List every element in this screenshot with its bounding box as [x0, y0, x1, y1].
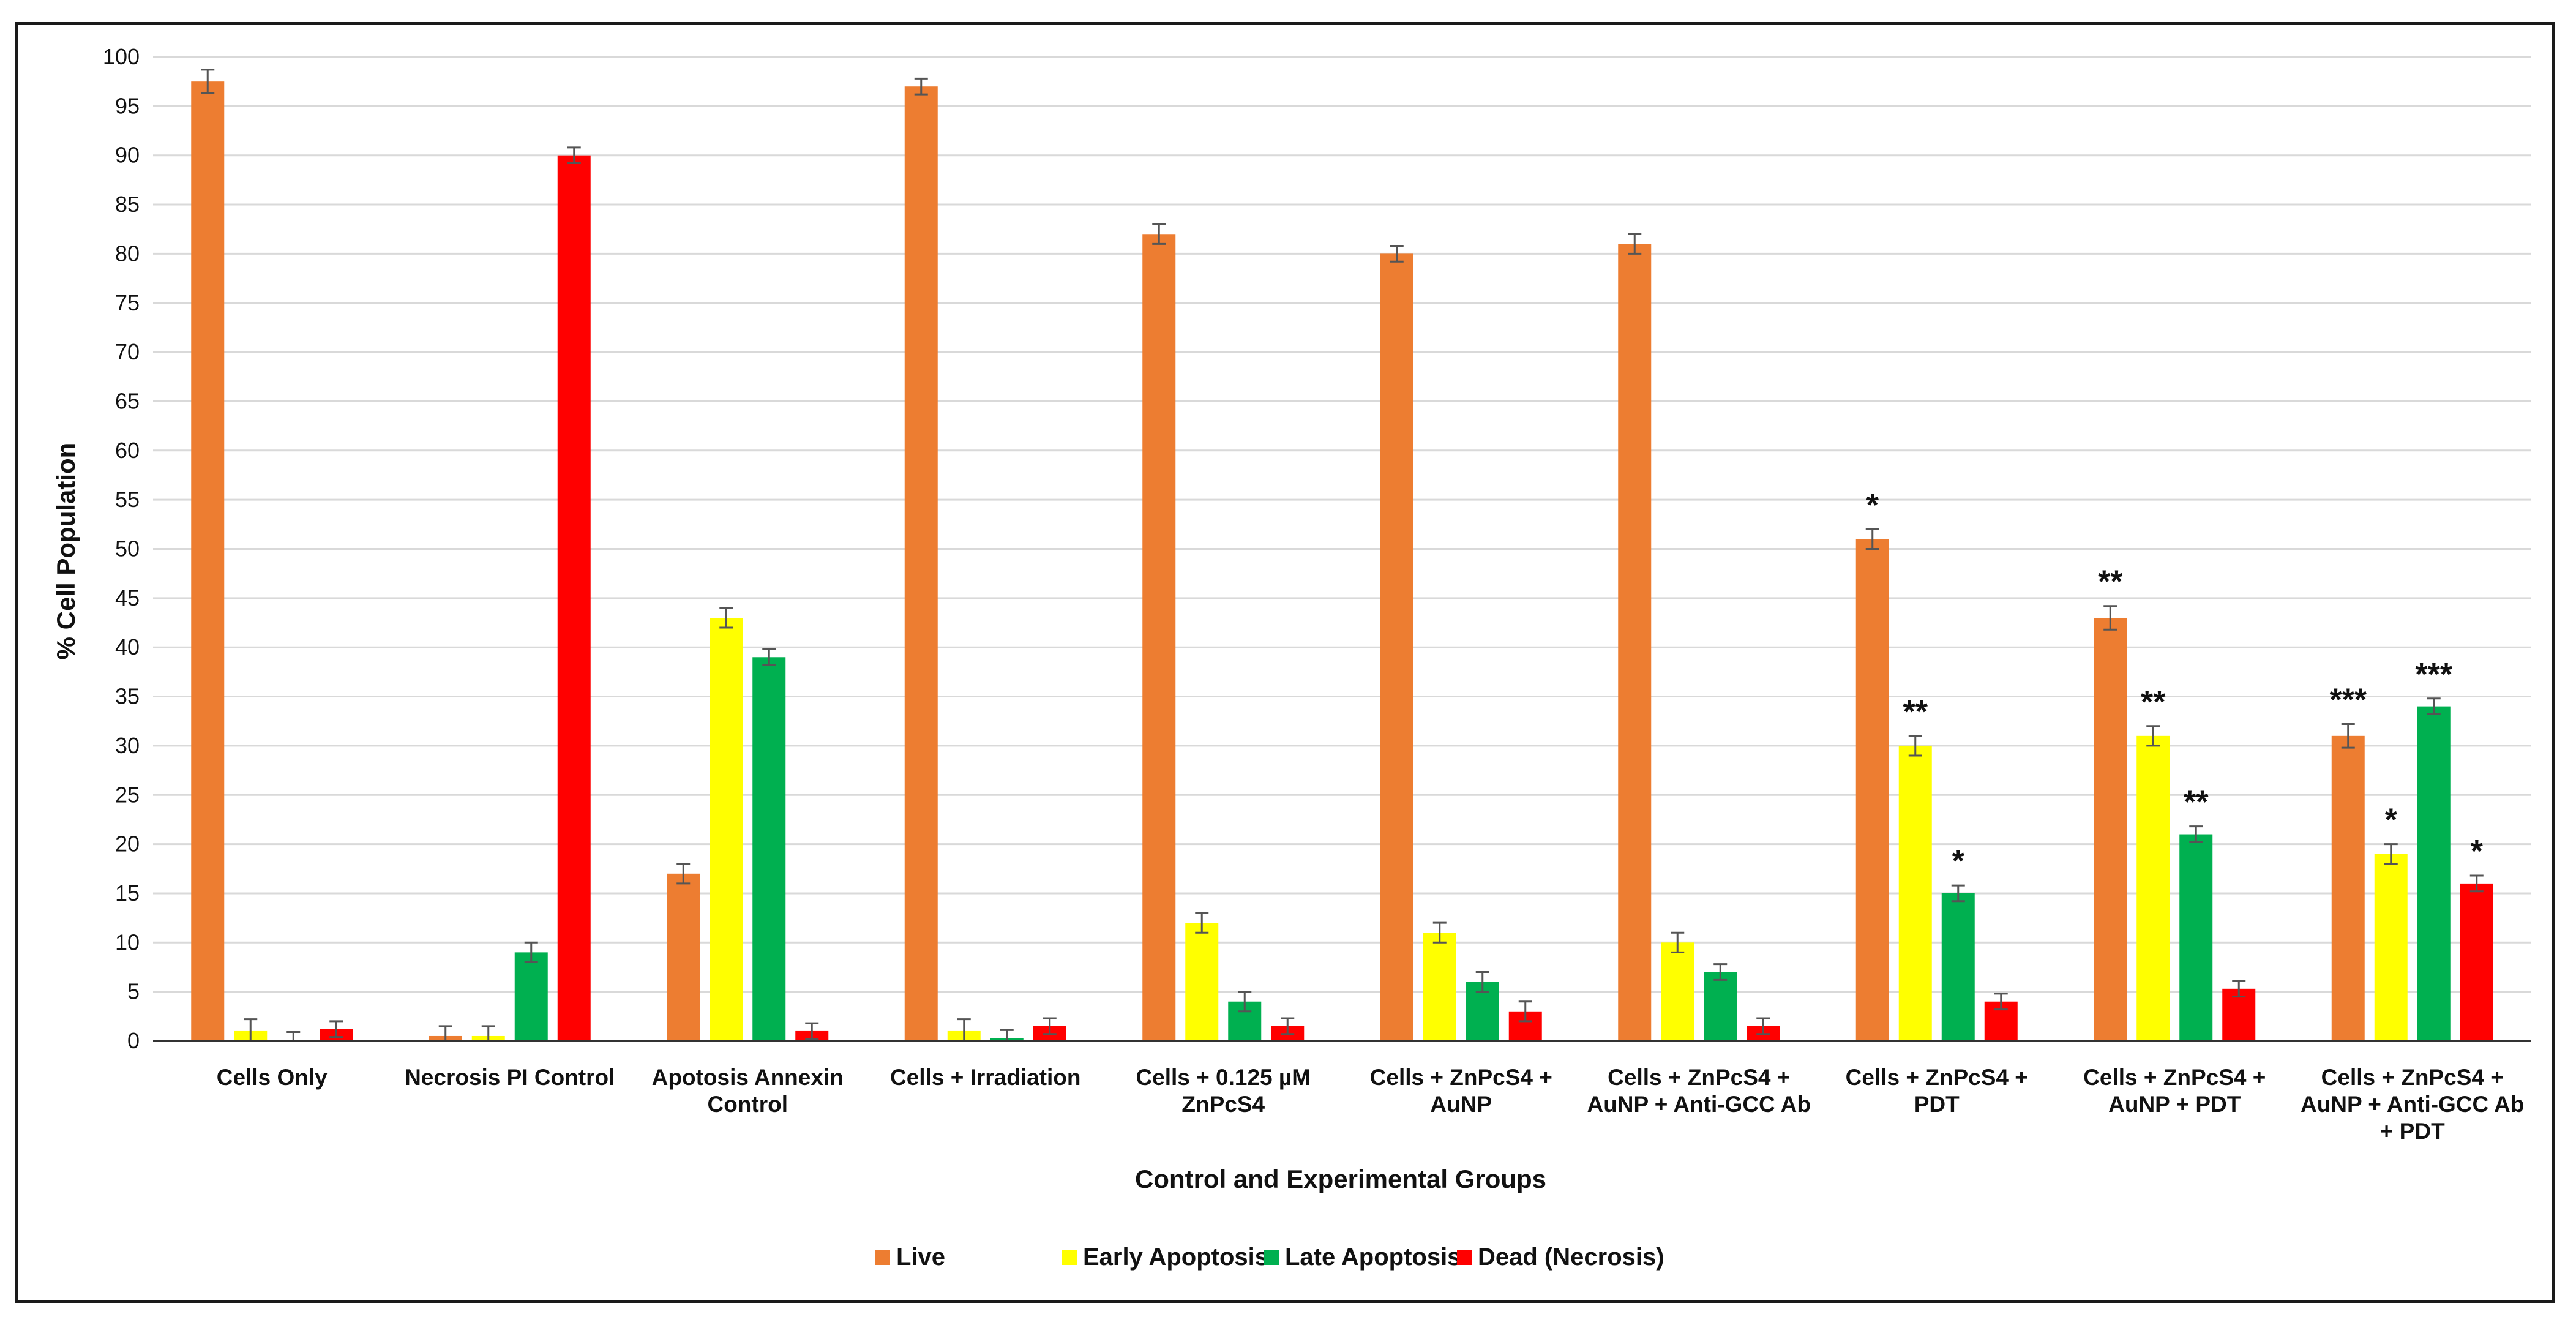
category-label: Cells + ZnPcS4 + — [2083, 1065, 2266, 1090]
y-axis-title: % Cell Population — [51, 443, 80, 660]
significance-marker: ** — [2098, 565, 2123, 600]
category-label: Cells + ZnPcS4 + — [2321, 1065, 2504, 1090]
y-tick-label: 100 — [103, 44, 140, 69]
y-tick-label: 95 — [115, 93, 140, 118]
bar — [1855, 539, 1889, 1041]
category-label: Control — [707, 1092, 788, 1117]
y-axis-ticks: 0 5 10 15 20 25 30 35 40 45 50 55 60 65 70 75 80 85 90 95 10… — [103, 44, 140, 1053]
bar — [2331, 735, 2365, 1041]
bar — [1380, 253, 1413, 1041]
legend-swatch — [1457, 1250, 1472, 1265]
bar — [752, 657, 786, 1041]
y-tick-label: 75 — [115, 290, 140, 315]
y-tick-label: 90 — [115, 143, 140, 168]
significance-marker: * — [2471, 834, 2484, 869]
x-axis-title: Control and Experimental Groups — [1135, 1165, 1546, 1193]
legend-swatch — [1264, 1250, 1279, 1265]
bar — [1941, 893, 1975, 1041]
bar — [710, 617, 743, 1041]
y-tick-label: 15 — [115, 880, 140, 906]
y-tick-label: 85 — [115, 192, 140, 217]
significance-marker: * — [2385, 803, 2398, 838]
y-tick-label: 25 — [115, 782, 140, 807]
bar — [667, 873, 700, 1041]
y-tick-label: 60 — [115, 438, 140, 463]
category-label: Apotosis Annexin — [652, 1065, 844, 1090]
y-tick-label: 50 — [115, 536, 140, 561]
significance-marker: ** — [2184, 785, 2209, 820]
legend-label: Early Apoptosis — [1083, 1244, 1268, 1271]
bar — [1423, 933, 1456, 1041]
significance-marker: ** — [2141, 685, 2166, 720]
y-tick-label: 70 — [115, 339, 140, 364]
bars: ******** ********** — [191, 69, 2493, 1042]
category-label: Cells + Irradiation — [890, 1065, 1081, 1090]
y-tick-label: 30 — [115, 733, 140, 758]
y-tick-label: 45 — [115, 585, 140, 610]
bar — [1618, 244, 1652, 1042]
y-tick-label: 35 — [115, 684, 140, 709]
significance-marker: * — [1952, 844, 1965, 879]
y-tick-label: 80 — [115, 241, 140, 266]
bar — [191, 81, 225, 1041]
legend-label: Live — [896, 1244, 945, 1271]
category-label: Cells + ZnPcS4 + — [1370, 1065, 1552, 1090]
category-label: AuNP + Anti-GCC Ab — [2301, 1092, 2525, 1117]
category-label: AuNP + PDT — [2108, 1092, 2241, 1117]
bar — [1704, 972, 1737, 1041]
category-label: Cells + 0.125 µM — [1136, 1065, 1311, 1090]
category-label: + PDT — [2380, 1119, 2445, 1144]
bar — [557, 155, 591, 1042]
bar — [1185, 923, 1219, 1041]
y-tick-label: 65 — [115, 388, 140, 413]
category-label: AuNP + Anti-GCC Ab — [1587, 1092, 1811, 1117]
category-label: Cells + ZnPcS4 + — [1846, 1065, 2028, 1090]
x-axis-categories: Cells Only Necrosis PI Control Apotosis An… — [217, 1065, 2525, 1144]
category-label: ZnPcS4 — [1181, 1092, 1265, 1117]
significance-marker: ** — [1903, 694, 1928, 730]
significance-marker: *** — [2415, 657, 2452, 693]
category-label: Necrosis PI Control — [405, 1065, 615, 1090]
legend-label: Late Apoptosis — [1285, 1244, 1461, 1271]
category-label: Cells Only — [217, 1065, 328, 1090]
legend-label: Dead (Necrosis) — [1478, 1244, 1664, 1271]
y-tick-label: 20 — [115, 831, 140, 857]
category-label: PDT — [1914, 1092, 1960, 1117]
bar — [1898, 745, 1932, 1041]
bar — [2136, 735, 2170, 1041]
y-tick-label: 5 — [127, 979, 140, 1004]
y-tick-label: 55 — [115, 487, 140, 512]
y-tick-label: 10 — [115, 929, 140, 955]
category-label: Cells + ZnPcS4 + — [1608, 1065, 1790, 1090]
bar — [904, 86, 938, 1042]
significance-marker: *** — [2329, 683, 2367, 718]
y-tick-label: 40 — [115, 634, 140, 659]
chart-frame — [15, 22, 2555, 1303]
bar — [1142, 234, 1176, 1041]
legend: Live Early Apoptosis Late Apoptosis Dead (N… — [875, 1244, 1664, 1271]
y-tick-label: 0 — [127, 1028, 140, 1053]
bar — [2094, 617, 2127, 1041]
category-label: AuNP — [1430, 1092, 1492, 1117]
bar — [1661, 942, 1694, 1041]
bar — [2374, 854, 2408, 1041]
gridlines — [153, 56, 2531, 993]
legend-swatch — [875, 1250, 890, 1265]
legend-swatch — [1062, 1250, 1077, 1265]
bar — [2179, 834, 2213, 1041]
bar — [2460, 883, 2493, 1041]
bar — [2417, 706, 2451, 1041]
bar — [514, 952, 548, 1041]
significance-marker: * — [1866, 487, 1879, 523]
